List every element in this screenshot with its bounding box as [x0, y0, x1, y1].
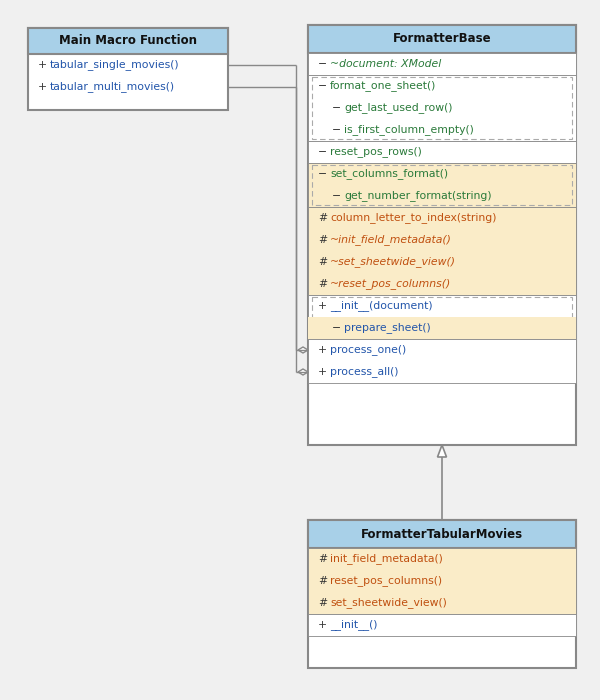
Polygon shape [298, 347, 308, 353]
Text: +: + [318, 345, 327, 355]
Bar [308, 163, 576, 207]
Text: +: + [38, 82, 47, 92]
Bar [308, 75, 576, 141]
Text: format_one_sheet(): format_one_sheet() [330, 80, 436, 92]
Text: init_field_metadata(): init_field_metadata() [330, 554, 443, 564]
Text: column_letter_to_index(string): column_letter_to_index(string) [330, 213, 497, 223]
Text: prepare_sheet(): prepare_sheet() [344, 323, 431, 333]
Text: process_all(): process_all() [330, 367, 398, 377]
Text: FormatterBase: FormatterBase [392, 32, 491, 46]
Text: reset_pos_columns(): reset_pos_columns() [330, 575, 442, 587]
Text: get_last_used_row(): get_last_used_row() [344, 102, 452, 113]
Bar [308, 520, 576, 668]
Bar [308, 614, 576, 636]
Bar [312, 297, 572, 337]
Text: #: # [318, 554, 327, 564]
Bar [308, 141, 576, 163]
Bar [308, 295, 576, 339]
Text: +: + [318, 367, 327, 377]
Text: __init__(): __init__() [330, 620, 377, 631]
Text: #: # [318, 235, 327, 245]
Text: #: # [318, 598, 327, 608]
Text: −: − [332, 125, 341, 135]
Bar [308, 25, 576, 53]
Text: Main Macro Function: Main Macro Function [59, 34, 197, 48]
Bar [308, 317, 576, 339]
Bar [308, 53, 576, 75]
Bar [308, 207, 576, 295]
Text: FormatterTabularMovies: FormatterTabularMovies [361, 528, 523, 540]
Text: reset_pos_rows(): reset_pos_rows() [330, 146, 422, 158]
Text: ~document: XModel: ~document: XModel [330, 59, 441, 69]
Text: −: − [318, 59, 327, 69]
Text: +: + [38, 60, 47, 70]
Text: set_columns_format(): set_columns_format() [330, 169, 448, 179]
Bar [28, 28, 228, 54]
Text: is_first_column_empty(): is_first_column_empty() [344, 125, 474, 136]
Text: process_one(): process_one() [330, 344, 406, 356]
Bar [312, 77, 572, 139]
Text: −: − [332, 191, 341, 201]
Text: ~init_field_metadata(): ~init_field_metadata() [330, 234, 452, 246]
Text: set_sheetwide_view(): set_sheetwide_view() [330, 598, 447, 608]
Text: −: − [332, 103, 341, 113]
Text: −: − [318, 81, 327, 91]
Text: get_number_format(string): get_number_format(string) [344, 190, 491, 202]
Polygon shape [437, 445, 446, 457]
Text: #: # [318, 213, 327, 223]
Text: −: − [332, 323, 341, 333]
Text: __init__(document): __init__(document) [330, 300, 433, 312]
Text: ~set_sheetwide_view(): ~set_sheetwide_view() [330, 256, 456, 267]
Polygon shape [298, 369, 308, 375]
Text: ~reset_pos_columns(): ~reset_pos_columns() [330, 279, 451, 290]
Text: +: + [318, 301, 327, 311]
Bar [312, 165, 572, 205]
Text: #: # [318, 576, 327, 586]
Bar [308, 548, 576, 614]
Bar [308, 25, 576, 445]
Text: tabular_multi_movies(): tabular_multi_movies() [50, 81, 175, 92]
Text: #: # [318, 257, 327, 267]
Bar [28, 28, 228, 110]
Bar [308, 339, 576, 383]
Text: +: + [318, 620, 327, 630]
Text: tabular_single_movies(): tabular_single_movies() [50, 60, 179, 71]
Text: −: − [318, 169, 327, 179]
Bar [308, 520, 576, 548]
Text: −: − [318, 147, 327, 157]
Text: #: # [318, 279, 327, 289]
